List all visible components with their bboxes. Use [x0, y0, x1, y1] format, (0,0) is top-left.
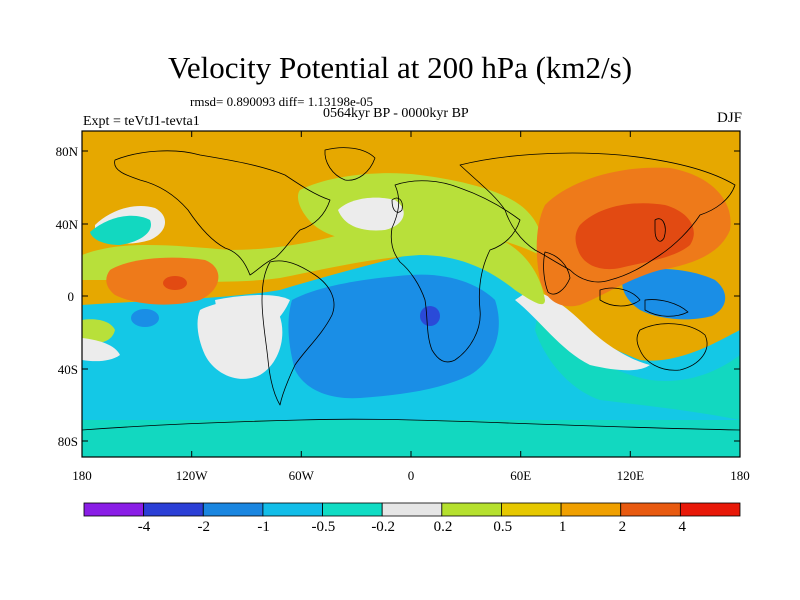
lon-label-0: 0 [408, 468, 415, 483]
lon-label-120e: 120E [617, 468, 645, 483]
field-white-sepac2 [82, 338, 120, 362]
field-white-africa-east [515, 290, 650, 371]
field-green-west [82, 319, 115, 344]
field-teal-south [82, 420, 740, 457]
lon-label-60w: 60W [289, 468, 315, 483]
cb-label-0: -4 [138, 519, 151, 535]
velocity-potential-field [82, 131, 740, 457]
lat-label-80n: 80N [56, 144, 79, 159]
field-red-asia [575, 203, 694, 270]
colorbar-labels: -4 -2 -1 -0.5 -0.2 0.2 0.5 1 2 4 [138, 519, 687, 535]
cb-label-4: -0.2 [371, 519, 395, 535]
field-deepblue-spot [420, 306, 440, 326]
colorbar-box-3 [262, 502, 323, 517]
lat-label-80s: 80S [58, 434, 78, 449]
field-green-mideast [297, 173, 542, 255]
coastlines [82, 147, 740, 431]
colorbar-box-1 [143, 502, 204, 517]
colorbar-box-2 [202, 502, 264, 517]
field-red-epacific [163, 276, 187, 290]
colorbar-box-4 [322, 502, 383, 517]
colorbar-box-9 [620, 502, 681, 517]
lat-label-40n: 40N [56, 217, 79, 232]
cb-label-7: 1 [559, 519, 567, 535]
lon-label-180w: 180 [72, 468, 92, 483]
cb-label-8: 2 [619, 519, 627, 535]
colorbar-box-6 [441, 502, 502, 517]
colorbar-box-0 [83, 502, 145, 517]
lat-ticks [82, 150, 740, 442]
experiment-text: Expt = teVtJ1-tevta1 [83, 114, 200, 129]
lat-label-0: 0 [68, 289, 75, 304]
field-orange-epacific [106, 257, 219, 305]
lon-label-120w: 120W [176, 468, 209, 483]
season-text: DJF [716, 110, 742, 126]
colorbar-box-10 [679, 502, 741, 517]
lon-label-180e: 180 [730, 468, 750, 483]
map-title: Velocity Potential at 200 hPa (km2/s) [167, 50, 633, 85]
colorbar-box-8 [560, 502, 622, 517]
colorbar [83, 502, 741, 517]
cb-label-2: -1 [257, 519, 270, 535]
field-cyan-npacific [90, 215, 151, 245]
field-teal-mid [535, 300, 740, 420]
stats-text: rmsd= 0.890093 diff= 1.13198e-05 [190, 94, 374, 109]
period-text: 0564kyr BP - 0000kyr BP [323, 106, 469, 121]
field-blue-atlantic [288, 274, 499, 399]
lon-ticks [81, 131, 741, 457]
cb-label-1: -2 [198, 519, 211, 535]
cb-label-9: 4 [678, 519, 686, 535]
field-white-natlantic [338, 197, 404, 231]
field-blue-wpacific [622, 268, 726, 320]
cb-label-6: 0.5 [493, 519, 512, 535]
field-blue-cpacific [131, 309, 159, 327]
field-green-north [82, 219, 545, 305]
lat-label-40s: 40S [58, 362, 78, 377]
cb-label-3: -0.5 [312, 519, 336, 535]
cb-label-5: 0.2 [434, 519, 453, 535]
lon-label-60e: 60E [510, 468, 531, 483]
colorbar-box-5 [381, 502, 443, 517]
colorbar-box-7 [501, 502, 562, 517]
field-white-sam [215, 295, 290, 334]
